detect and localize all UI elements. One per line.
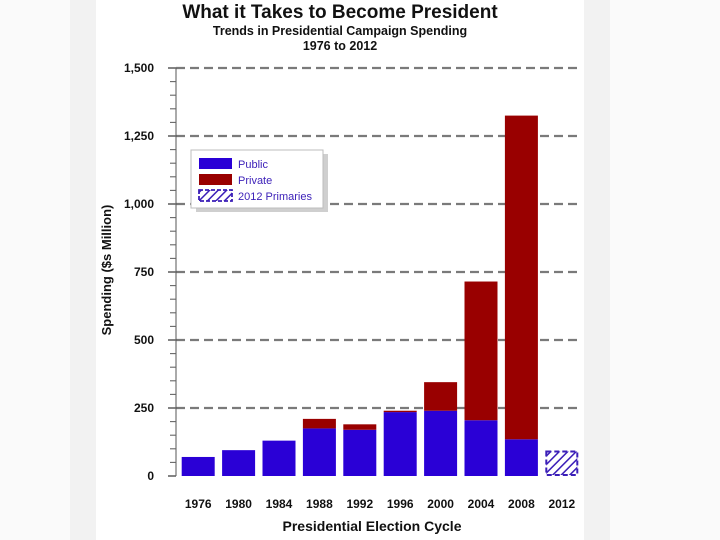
bar-private-1992 xyxy=(343,424,377,430)
x-tick-label: 1976 xyxy=(185,497,212,511)
y-tick-label: 0 xyxy=(147,469,154,483)
bar-public-2004 xyxy=(464,420,498,476)
x-tick-label: 1996 xyxy=(387,497,414,511)
x-tick-label: 2000 xyxy=(427,497,454,511)
x-tick-label: 2008 xyxy=(508,497,535,511)
x-tick-label: 2012 xyxy=(548,497,575,511)
legend-label-public: Public xyxy=(238,159,268,171)
y-tick-label: 750 xyxy=(134,265,154,279)
y-tick-label: 1,000 xyxy=(124,197,154,211)
bar-public-1976 xyxy=(181,456,215,476)
bar-public-1996 xyxy=(383,412,417,476)
right-background-strip xyxy=(610,0,720,540)
left-background-strip xyxy=(0,0,70,540)
bar-public-1980 xyxy=(222,450,256,476)
chart-title: What it Takes to Become President xyxy=(182,2,498,23)
x-tick-label: 1992 xyxy=(346,497,373,511)
bar-private-2004 xyxy=(464,281,498,421)
bar-public-1988 xyxy=(302,428,336,476)
x-tick-label: 1984 xyxy=(266,497,293,511)
y-tick-label: 1,250 xyxy=(124,129,154,143)
x-tick-label: 1980 xyxy=(225,497,252,511)
x-axis-title: Presidential Election Cycle xyxy=(283,518,462,534)
bar-primaries-2012 xyxy=(545,450,579,476)
legend-swatch-2012-primaries xyxy=(198,189,233,202)
bar-private-2008 xyxy=(504,115,538,440)
legend-label-2012-primaries: 2012 Primaries xyxy=(238,191,312,203)
bar-private-2000 xyxy=(424,382,458,411)
legend-swatch-private xyxy=(199,174,232,185)
bar-private-1996 xyxy=(383,410,417,413)
y-tick-label: 500 xyxy=(134,333,154,347)
bar-public-1992 xyxy=(343,429,377,476)
chart-date-range: 1976 to 2012 xyxy=(302,39,378,53)
x-tick-label: 2004 xyxy=(468,497,495,511)
x-tick-label: 1988 xyxy=(306,497,333,511)
legend-label-private: Private xyxy=(238,175,272,187)
axis-labels: 0 250 500 750 1,000 1,250 1,500 1976 1980 1984 198… xyxy=(99,61,575,534)
y-tick-label: 1,500 xyxy=(124,61,154,75)
bar-private-1988 xyxy=(302,418,336,429)
bar-public-2008 xyxy=(504,439,538,476)
axes xyxy=(168,67,177,477)
bar-public-1984 xyxy=(262,440,296,476)
y-axis-title: Spending ($s Million) xyxy=(99,205,114,336)
y-tick-label: 250 xyxy=(134,401,154,415)
legend-swatch-public xyxy=(199,158,232,169)
bars xyxy=(181,115,579,476)
chart-subtitle: Trends in Presidential Campaign Spending xyxy=(212,24,468,38)
bar-public-2000 xyxy=(424,410,458,476)
chart-card xyxy=(96,0,584,540)
legend: Public Private 2012 Primaries xyxy=(190,149,328,212)
